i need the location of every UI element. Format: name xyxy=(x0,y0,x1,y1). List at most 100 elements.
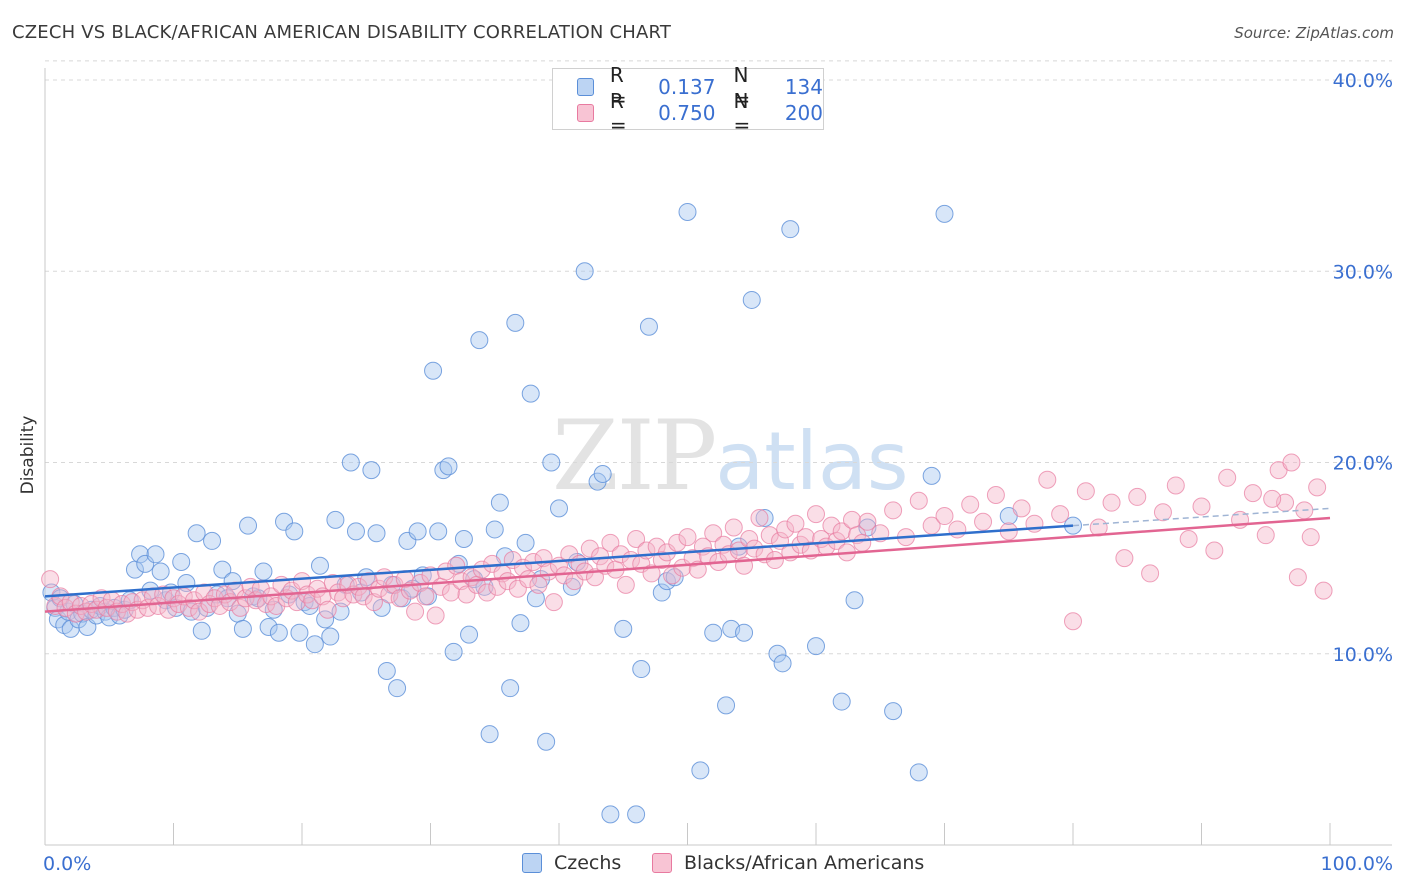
y-tick-label: 20.0% xyxy=(1333,453,1393,475)
data-point-blacks xyxy=(1051,505,1070,524)
data-point-blacks xyxy=(1288,568,1307,587)
data-point-czechs xyxy=(768,644,787,663)
data-point-blacks xyxy=(293,572,311,591)
data-point-czechs xyxy=(922,466,941,485)
data-point-czechs xyxy=(601,805,620,824)
data-point-czechs xyxy=(627,805,646,824)
data-point-czechs xyxy=(454,530,473,548)
chart-title: CZECH VS BLACK/AFRICAN AMERICAN DISABILI… xyxy=(12,22,672,43)
data-point-blacks xyxy=(1115,549,1134,568)
data-point-blacks xyxy=(210,596,229,615)
data-point-czechs xyxy=(321,627,340,646)
data-point-czechs xyxy=(935,204,954,223)
data-point-blacks xyxy=(935,507,954,526)
data-point-czechs xyxy=(444,642,463,661)
data-point-czechs xyxy=(832,692,851,711)
data-point-blacks xyxy=(1301,528,1320,547)
data-point-czechs xyxy=(151,562,170,581)
data-point-blacks xyxy=(149,596,168,615)
data-point-czechs xyxy=(203,531,222,550)
data-point-czechs xyxy=(131,545,150,564)
data-point-blacks xyxy=(426,606,445,625)
data-point-blacks xyxy=(56,598,75,617)
data-point-czechs xyxy=(678,202,697,221)
data-point-blacks xyxy=(858,512,877,531)
data-point-czechs xyxy=(773,654,792,673)
data-point-czechs xyxy=(233,619,252,638)
data-point-czechs xyxy=(367,524,386,543)
data-point-czechs xyxy=(593,464,612,483)
data-point-blacks xyxy=(1314,581,1333,600)
data-point-czechs xyxy=(259,617,278,636)
data-point-czechs xyxy=(506,313,525,332)
data-point-blacks xyxy=(406,602,425,621)
data-point-blacks xyxy=(668,533,687,552)
series-legend: Czechs Blacks/African Americans xyxy=(0,852,1406,878)
data-point-blacks xyxy=(683,549,702,568)
legend-item-blacks[interactable]: Blacks/African Americans xyxy=(652,852,924,874)
tick-labels: 10.0% 20.0% 30.0% 40.0% 0.0% 100.0% xyxy=(43,70,1393,875)
data-point-czechs xyxy=(424,361,443,380)
data-point-blacks xyxy=(478,583,497,602)
legend-item-czechs[interactable]: Czechs xyxy=(522,852,621,874)
data-point-czechs xyxy=(511,614,530,633)
data-point-blacks xyxy=(416,587,435,606)
data-point-czechs xyxy=(807,637,825,656)
data-point-blacks xyxy=(627,530,646,548)
trend-extension-czechs xyxy=(1072,507,1331,527)
data-point-czechs xyxy=(377,661,396,680)
data-point-blacks xyxy=(231,598,250,617)
data-point-czechs xyxy=(845,591,864,610)
data-point-blacks xyxy=(364,593,383,612)
data-point-blacks xyxy=(786,514,805,533)
czechs-swatch xyxy=(577,78,594,96)
data-point-blacks xyxy=(591,547,610,566)
n-label: N = xyxy=(733,89,751,137)
data-point-czechs xyxy=(537,732,556,751)
blacks-points xyxy=(41,453,1333,631)
data-point-czechs xyxy=(550,499,568,518)
data-point-blacks xyxy=(41,570,60,589)
watermark-zip: ZIP xyxy=(552,400,717,512)
data-point-blacks xyxy=(807,505,825,524)
data-point-blacks xyxy=(390,589,409,608)
data-point-czechs xyxy=(439,457,458,476)
data-point-blacks xyxy=(853,533,872,552)
watermark-atlas: atlas xyxy=(715,415,909,508)
data-point-blacks xyxy=(442,583,461,602)
data-point-blacks xyxy=(678,528,697,547)
data-point-blacks xyxy=(611,545,630,564)
blacks-swatch xyxy=(577,104,594,122)
legend-label: Czechs xyxy=(554,852,622,874)
data-point-blacks xyxy=(724,518,743,537)
data-point-czechs xyxy=(909,763,928,782)
n-value: 134 xyxy=(784,75,824,99)
n-value: 200 xyxy=(784,101,824,125)
r-label: R = xyxy=(609,89,627,137)
data-point-czechs xyxy=(521,384,540,403)
data-point-czechs xyxy=(341,453,360,472)
y-axis-label: Disability xyxy=(18,415,38,495)
stats-row-blacks: R = 0.750 N = 200 xyxy=(577,89,824,137)
data-point-czechs xyxy=(310,556,329,575)
data-point-blacks xyxy=(1179,530,1198,548)
data-point-blacks xyxy=(601,533,620,552)
data-point-blacks xyxy=(190,602,209,621)
data-point-czechs xyxy=(269,623,288,642)
data-point-czechs xyxy=(146,545,165,564)
data-point-blacks xyxy=(298,585,317,604)
y-tick-label: 10.0% xyxy=(1333,644,1393,666)
czechs-legend-swatch xyxy=(522,853,542,873)
data-point-blacks xyxy=(267,596,286,615)
data-point-czechs xyxy=(305,635,324,654)
data-point-czechs xyxy=(408,522,427,541)
data-point-blacks xyxy=(1076,482,1095,501)
data-point-czechs xyxy=(470,331,489,350)
data-point-blacks xyxy=(1243,484,1262,503)
data-point-blacks xyxy=(1308,478,1327,497)
x-tick-label: 100.0% xyxy=(1321,853,1393,875)
data-point-blacks xyxy=(328,583,347,602)
data-point-czechs xyxy=(742,290,761,309)
data-point-czechs xyxy=(485,520,504,539)
data-point-czechs xyxy=(490,493,509,512)
